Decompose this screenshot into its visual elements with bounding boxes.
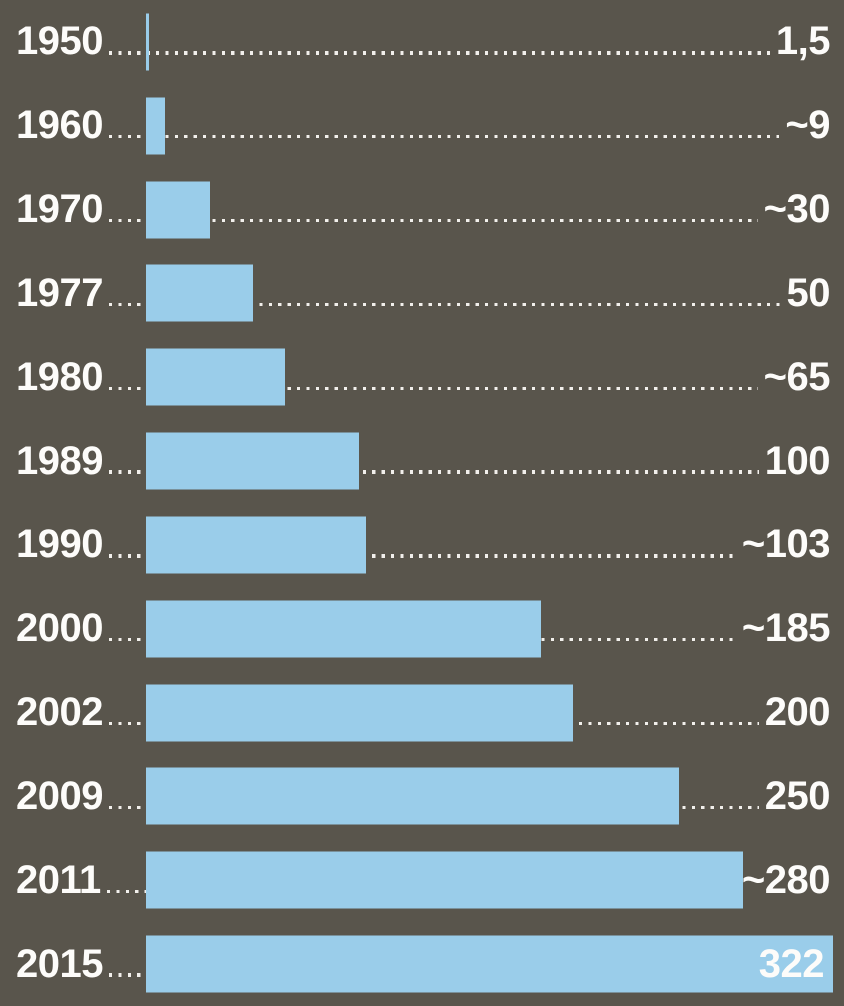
chart-row: 1960 ~9	[0, 84, 844, 168]
value-label: 200	[764, 690, 831, 735]
value-bar	[146, 348, 285, 406]
dotted-leader	[108, 302, 781, 307]
value-bar	[146, 767, 680, 825]
value-label: ~9	[785, 103, 830, 148]
chart-row: 1990 ~103	[0, 503, 844, 587]
dotted-leader	[108, 218, 758, 223]
year-label: 2015	[16, 941, 103, 986]
year-label: 2009	[16, 773, 103, 818]
year-label: 1990	[16, 522, 103, 567]
value-label: ~30	[763, 187, 831, 232]
chart-row: 1977 50	[0, 251, 844, 335]
dotted-leader	[108, 51, 770, 55]
value-bar	[146, 181, 210, 239]
value-label: 322	[758, 941, 825, 986]
chart-row: 1970 ~30	[0, 168, 844, 252]
year-label: 1950	[16, 19, 103, 64]
value-bar: 322	[146, 935, 833, 993]
dotted-leader	[108, 386, 758, 390]
value-label: 100	[764, 438, 831, 483]
value-bar	[146, 516, 366, 574]
value-label: ~103	[741, 522, 831, 567]
year-label: 1989	[16, 438, 103, 483]
value-bar	[146, 13, 150, 71]
value-label: ~280	[741, 857, 831, 902]
value-bar	[146, 264, 253, 322]
dotted-leader	[108, 554, 736, 558]
value-label: ~65	[763, 354, 831, 399]
dotted-leader	[108, 470, 759, 474]
year-label: 2011	[16, 857, 101, 902]
value-bar	[146, 97, 166, 155]
chart-row: 1980 ~65	[0, 335, 844, 419]
value-label: 250	[764, 773, 831, 818]
value-bar	[146, 684, 573, 742]
value-bar	[146, 432, 360, 490]
value-bar	[146, 600, 541, 658]
chart-row: 2011 ~280	[0, 838, 844, 922]
year-label: 1970	[16, 187, 103, 232]
year-label: 1977	[16, 270, 103, 315]
chart-row: 2002 200	[0, 671, 844, 755]
chart-row: 1989 100	[0, 419, 844, 503]
value-label: ~185	[741, 606, 831, 651]
dotted-leader	[108, 135, 780, 139]
year-label: 1980	[16, 354, 103, 399]
value-label: 50	[786, 270, 831, 315]
value-label: 1,5	[775, 19, 831, 64]
chart-row: 2015 322	[0, 922, 844, 1006]
chart-row: 2009 250	[0, 754, 844, 838]
year-label: 2002	[16, 690, 103, 735]
chart-row: 2000 ~185	[0, 587, 844, 671]
year-label: 2000	[16, 606, 103, 651]
year-label: 1960	[16, 103, 103, 148]
value-bar	[146, 851, 744, 909]
chart-row: 1950 1,5	[0, 0, 844, 84]
